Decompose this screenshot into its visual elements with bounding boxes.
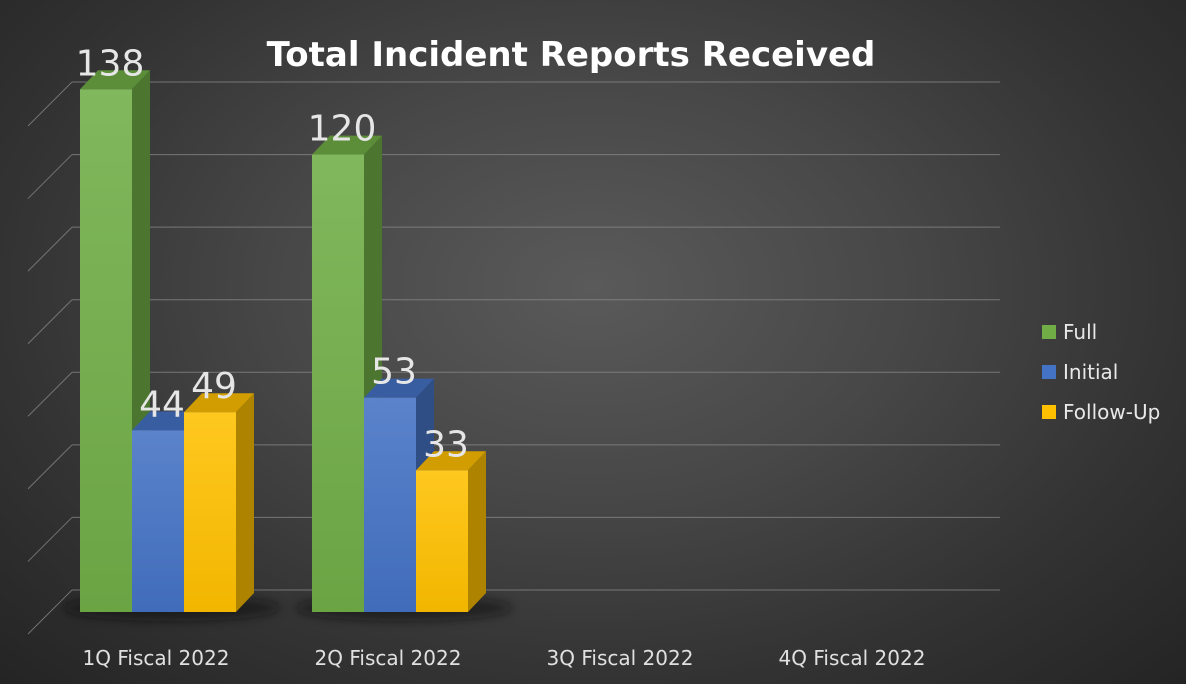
bar-top-face bbox=[80, 70, 150, 90]
data-label: 120 bbox=[308, 109, 377, 150]
gridline-depth bbox=[27, 299, 73, 345]
bar-follow-up-1 bbox=[184, 393, 254, 612]
legend-swatch bbox=[1042, 365, 1056, 379]
bar-front-face bbox=[312, 154, 364, 613]
data-label: 53 bbox=[371, 352, 417, 393]
bar-top-face bbox=[364, 378, 434, 398]
bar-side-face bbox=[468, 451, 486, 612]
bar-full-1 bbox=[80, 70, 150, 612]
legend-label: Initial bbox=[1063, 360, 1118, 384]
legend-item-initial[interactable]: Initial bbox=[1042, 360, 1118, 384]
data-label: 33 bbox=[423, 424, 469, 465]
x-axis-ticks: 1Q Fiscal 2022 2Q Fiscal 2022 3Q Fiscal 20… bbox=[83, 646, 926, 670]
gridline-depth bbox=[27, 154, 73, 199]
bar-front-face bbox=[184, 412, 236, 612]
gridline-depth bbox=[27, 517, 73, 562]
bar-top-face bbox=[184, 393, 254, 413]
bar-follow-up-2 bbox=[416, 451, 486, 612]
bar-top-face bbox=[416, 451, 486, 471]
legend-swatch bbox=[1042, 405, 1056, 419]
data-label: 49 bbox=[191, 366, 237, 407]
legend-label: Follow-Up bbox=[1063, 400, 1160, 424]
x-tick-label: 1Q Fiscal 2022 bbox=[83, 646, 230, 670]
legend-item-follow-up[interactable]: Follow-Up bbox=[1042, 400, 1160, 424]
chart-title: Total Incident Reports Received bbox=[267, 35, 876, 75]
bar-front-face bbox=[80, 89, 132, 612]
x-tick-label: 3Q Fiscal 2022 bbox=[547, 646, 694, 670]
x-tick-label: 2Q Fiscal 2022 bbox=[315, 646, 462, 670]
bars bbox=[80, 70, 486, 613]
bar-front-face bbox=[132, 430, 184, 612]
bar-side-face bbox=[236, 393, 254, 612]
gridline-depth bbox=[27, 444, 73, 490]
legend-item-full[interactable]: Full bbox=[1042, 320, 1097, 344]
legend-swatch bbox=[1042, 325, 1056, 339]
data-label: 138 bbox=[76, 43, 145, 84]
gridline-depth bbox=[27, 589, 73, 635]
gridline-depth bbox=[27, 81, 73, 127]
bar-top-face bbox=[312, 135, 382, 155]
data-label: 44 bbox=[139, 384, 185, 425]
bar-front-face bbox=[364, 397, 416, 612]
x-tick-label: 4Q Fiscal 2022 bbox=[779, 646, 926, 670]
legend-label: Full bbox=[1063, 320, 1097, 344]
gridline-depth bbox=[27, 371, 73, 417]
gridline-depth bbox=[27, 226, 73, 272]
bar-front-face bbox=[416, 470, 468, 612]
legend[interactable]: Full Initial Follow-Up bbox=[1042, 320, 1160, 424]
